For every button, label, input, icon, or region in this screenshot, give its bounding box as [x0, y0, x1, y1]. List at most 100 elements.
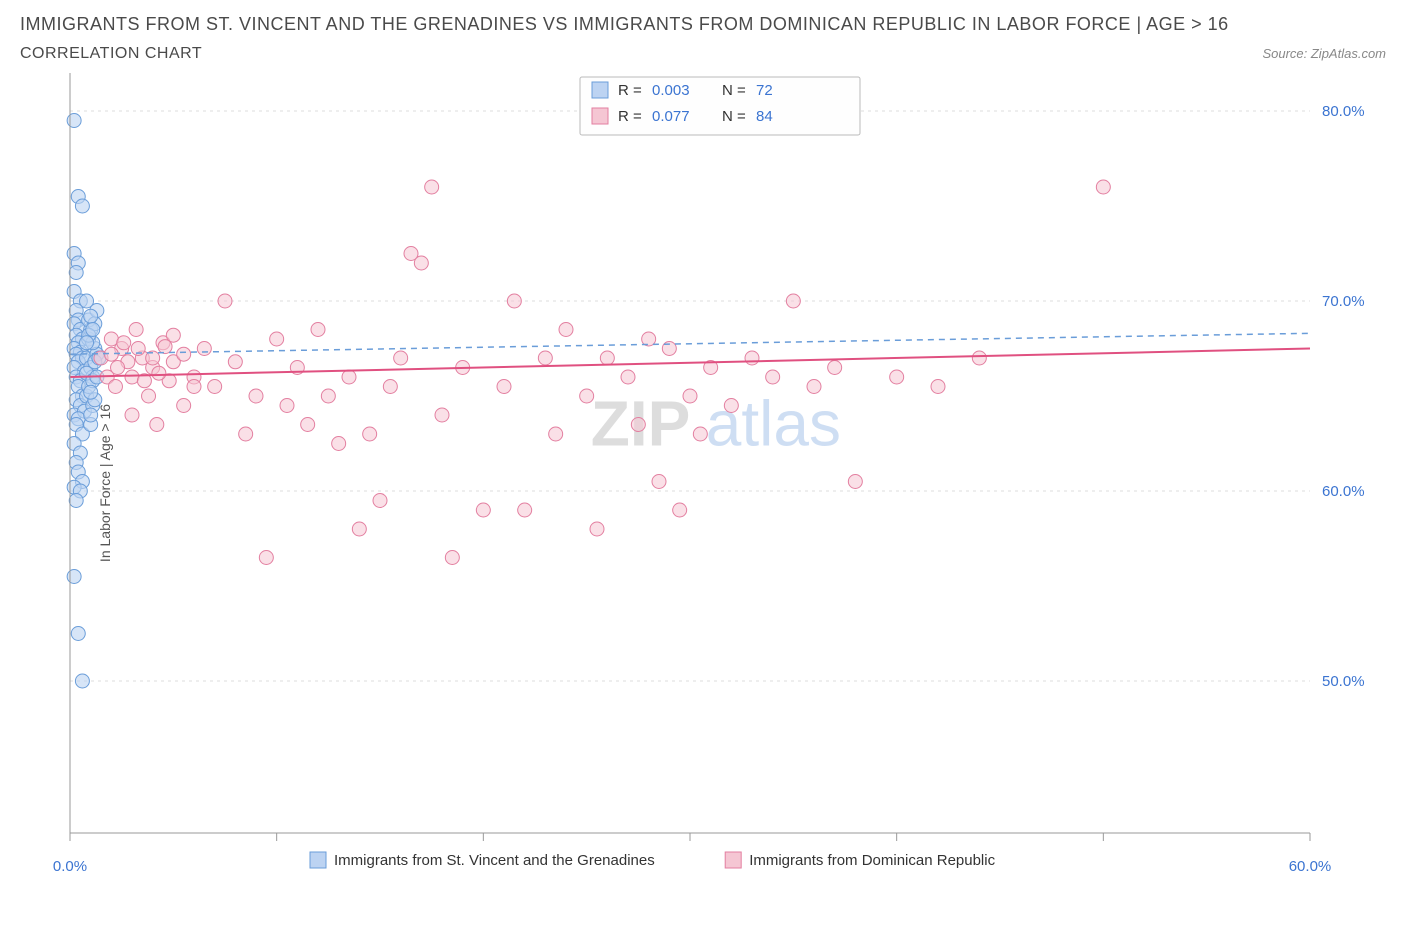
- scatter-point: [150, 418, 164, 432]
- chart-container: In Labor Force | Age > 16 ZIPatlas 50.0% 6…: [20, 73, 1386, 893]
- legend-r-value: 0.077: [652, 108, 690, 125]
- scatter-point: [394, 351, 408, 365]
- scatter-point: [693, 427, 707, 441]
- scatter-point: [218, 294, 232, 308]
- scatter-point: [208, 380, 222, 394]
- scatter-point: [786, 294, 800, 308]
- scatter-point: [270, 332, 284, 346]
- scatter-point: [766, 370, 780, 384]
- y-tick-label: 70.0%: [1322, 293, 1365, 310]
- scatter-point: [280, 399, 294, 413]
- scatter-point: [228, 355, 242, 369]
- svg-text:atlas: atlas: [706, 387, 841, 459]
- scatter-point: [111, 361, 125, 375]
- x-tick-label: 0.0%: [53, 858, 87, 875]
- scatter-point: [600, 351, 614, 365]
- scatter-point: [67, 114, 81, 128]
- scatter-point: [890, 370, 904, 384]
- scatter-point: [259, 551, 273, 565]
- scatter-point: [342, 370, 356, 384]
- scatter-point: [129, 323, 143, 337]
- scatter-point: [311, 323, 325, 337]
- scatter-point: [652, 475, 666, 489]
- legend-r-label: R =: [618, 108, 642, 125]
- source-label: Source: ZipAtlas.com: [1262, 46, 1386, 61]
- scatter-point: [507, 294, 521, 308]
- scatter-point: [352, 522, 366, 536]
- scatter-point: [71, 627, 85, 641]
- scatter-point: [249, 389, 263, 403]
- scatter-point: [1096, 180, 1110, 194]
- scatter-point: [332, 437, 346, 451]
- scatter-point: [69, 266, 83, 280]
- legend-n-label: N =: [722, 108, 746, 125]
- scatter-point: [931, 380, 945, 394]
- scatter-point: [745, 351, 759, 365]
- scatter-point: [301, 418, 315, 432]
- scatter-point: [67, 570, 81, 584]
- scatter-point: [177, 347, 191, 361]
- scatter-point: [621, 370, 635, 384]
- legend-series-label: Immigrants from St. Vincent and the Gren…: [334, 852, 655, 869]
- trend-line: [70, 333, 1310, 354]
- legend-n-value: 84: [756, 108, 773, 125]
- scatter-point: [125, 408, 139, 422]
- scatter-point: [373, 494, 387, 508]
- page-title: IMMIGRANTS FROM ST. VINCENT AND THE GREN…: [20, 14, 1386, 35]
- chart-subtitle: CORRELATION CHART: [20, 45, 202, 63]
- y-tick-label: 60.0%: [1322, 483, 1365, 500]
- legend-r-label: R =: [618, 82, 642, 99]
- scatter-point: [142, 389, 156, 403]
- chart-page: IMMIGRANTS FROM ST. VINCENT AND THE GREN…: [0, 0, 1406, 930]
- scatter-point: [497, 380, 511, 394]
- scatter-point: [117, 336, 131, 350]
- scatter-point: [84, 385, 98, 399]
- scatter-point: [683, 389, 697, 403]
- scatter-point: [518, 503, 532, 517]
- scatter-point: [125, 370, 139, 384]
- scatter-point: [321, 389, 335, 403]
- series-st.-vincent-and-the-grenadines: [67, 114, 106, 689]
- scatter-point: [84, 408, 98, 422]
- scatter-point: [848, 475, 862, 489]
- scatter-point: [363, 427, 377, 441]
- legend-swatch-icon: [592, 108, 608, 124]
- legend-n-label: N =: [722, 82, 746, 99]
- watermark: ZIPatlas: [591, 387, 841, 459]
- scatter-point: [75, 199, 89, 213]
- x-tick-label: 60.0%: [1289, 858, 1332, 875]
- scatter-point: [108, 380, 122, 394]
- scatter-point: [425, 180, 439, 194]
- scatter-point: [828, 361, 842, 375]
- scatter-point: [177, 399, 191, 413]
- legend-swatch-icon: [592, 82, 608, 98]
- y-axis-label: In Labor Force | Age > 16: [97, 404, 113, 562]
- scatter-point: [69, 494, 83, 508]
- legend-swatch-icon: [310, 852, 326, 868]
- scatter-point: [158, 340, 172, 354]
- trend-line: [70, 349, 1310, 378]
- legend-n-value: 72: [756, 82, 773, 99]
- scatter-point: [673, 503, 687, 517]
- scatter-point: [559, 323, 573, 337]
- y-tick-label: 80.0%: [1322, 103, 1365, 120]
- scatter-point: [383, 380, 397, 394]
- scatter-point: [239, 427, 253, 441]
- correlation-chart: ZIPatlas 50.0% 60.0% 70.0% 80.0% 0.0% 60.0% R =…: [20, 73, 1376, 893]
- scatter-point: [197, 342, 211, 356]
- scatter-point: [476, 503, 490, 517]
- scatter-point: [152, 366, 166, 380]
- scatter-point: [80, 336, 94, 350]
- scatter-point: [445, 551, 459, 565]
- scatter-point: [549, 427, 563, 441]
- subtitle-row: CORRELATION CHART Source: ZipAtlas.com: [20, 45, 1386, 63]
- legend-swatch-icon: [725, 852, 741, 868]
- scatter-point: [724, 399, 738, 413]
- scatter-point: [75, 674, 89, 688]
- legend-r-value: 0.003: [652, 82, 690, 99]
- scatter-point: [590, 522, 604, 536]
- series-legend: Immigrants from St. Vincent and the Gren…: [310, 852, 996, 869]
- scatter-point: [580, 389, 594, 403]
- y-tick-label: 50.0%: [1322, 673, 1365, 690]
- legend-series-label: Immigrants from Dominican Republic: [749, 852, 995, 869]
